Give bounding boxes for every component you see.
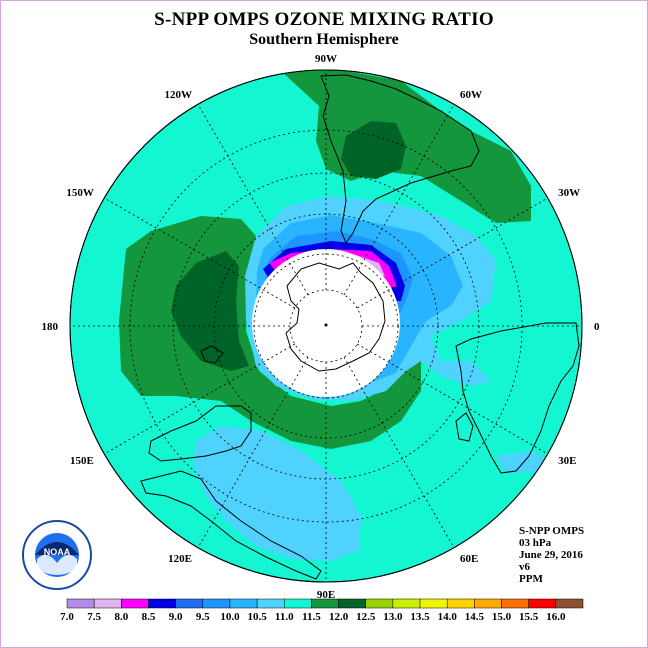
longitude-label: 30E <box>558 455 576 467</box>
info-panel: S-NPP OMPS 03 hPa June 29, 2016 v6 PPM <box>519 525 584 585</box>
colorbar-label: 14.0 <box>438 611 458 623</box>
colorbar-swatch <box>311 598 339 609</box>
colorbar-label: 8.5 <box>142 611 156 623</box>
colorbar-label: 15.5 <box>519 611 539 623</box>
coast-south-america <box>320 74 480 245</box>
colorbar-swatch <box>93 598 122 609</box>
longitude-label: 0 <box>594 321 600 333</box>
colorbar-swatch <box>148 598 176 609</box>
contour-12-0-pacific <box>171 251 249 371</box>
colorbar-swatch <box>528 598 557 609</box>
colorbar-label: 10.0 <box>220 611 240 623</box>
colorbar-swatch <box>256 598 285 609</box>
map-disk-border <box>69 69 583 583</box>
longitude-label: 150E <box>70 455 94 467</box>
longitude-labels: 90W 60W 30W 0 30E 60E 90E 120E 150E 180 150W 120W <box>42 53 601 601</box>
colorbar-label: 13.0 <box>383 611 403 623</box>
meridian-line <box>343 356 455 548</box>
coast-madagascar <box>455 412 474 442</box>
colorbar-swatch <box>365 598 394 609</box>
colorbar-label: 9.0 <box>169 611 183 623</box>
colorbar-label: 11.0 <box>275 611 294 623</box>
longitude-label: 150W <box>66 187 94 199</box>
colorbar-swatch <box>121 598 149 609</box>
coast-africa <box>455 322 580 474</box>
colorbar-label: 10.5 <box>247 611 267 623</box>
noaa-logo: NOAA <box>22 520 92 590</box>
colorbar-label: 9.5 <box>196 611 210 623</box>
map-title: S-NPP OMPS OZONE MIXING RATIO <box>154 9 494 30</box>
colorbar-label: 7.5 <box>87 611 101 623</box>
coastlines <box>140 74 580 580</box>
colorbar-label: 14.5 <box>465 611 485 623</box>
colorbar-swatch <box>474 598 502 609</box>
meridian-lines <box>70 70 582 582</box>
longitude-label: 120E <box>168 553 192 565</box>
meridian-line <box>356 343 548 455</box>
meridian-line <box>356 197 548 309</box>
meridian-line <box>104 197 296 309</box>
noaa-logo-text: NOAA <box>44 547 71 557</box>
colorbar-swatch <box>446 598 475 609</box>
longitude-label: 180 <box>42 321 59 333</box>
longitude-label: 90W <box>315 53 337 65</box>
meridian-line <box>104 343 296 455</box>
contour-12-0-south-america <box>341 121 406 179</box>
colorbar-swatch <box>392 598 421 609</box>
colorbar-swatch <box>202 598 231 609</box>
colorbar-labels: 7.0 7.5 8.0 8.5 9.0 9.5 10.0 10.5 11.0 11.5 12.0 12… <box>60 611 566 623</box>
colorbar-swatches <box>66 598 584 609</box>
longitude-label: 30W <box>558 187 580 199</box>
info-level: 03 hPa <box>519 537 552 549</box>
colorbar-label: 13.5 <box>410 611 430 623</box>
colorbar-label: 11.5 <box>302 611 321 623</box>
pole-marker <box>324 323 328 327</box>
polar-night-area <box>252 249 400 397</box>
coast-antarctica <box>285 262 386 372</box>
colorbar-label: 7.0 <box>60 611 74 623</box>
colorbar-label: 16.0 <box>546 611 566 623</box>
meridian-line <box>197 356 309 548</box>
contour-10-5-indian <box>193 426 361 561</box>
colorbar-swatch <box>175 598 204 609</box>
colorbar-label: 12.5 <box>356 611 376 623</box>
colorbar-swatch <box>555 598 584 609</box>
map-subtitle: Southern Hemisphere <box>249 31 399 48</box>
info-version: v6 <box>519 561 530 573</box>
meridian-line <box>197 104 309 296</box>
coast-indonesia <box>140 470 322 580</box>
colorbar-label: 15.0 <box>492 611 512 623</box>
colorbar-swatch <box>284 598 312 609</box>
colorbar-label: 12.0 <box>329 611 349 623</box>
colorbar-swatch <box>338 598 366 609</box>
ozone-contours <box>70 70 582 582</box>
longitude-label: 60E <box>460 553 478 565</box>
longitude-label: 120W <box>165 89 193 101</box>
info-instrument: S-NPP OMPS <box>519 525 585 537</box>
colorbar-swatch <box>419 598 448 609</box>
colorbar-swatch <box>66 598 95 609</box>
contour-11-5-east <box>496 451 546 473</box>
coast-new-zealand <box>200 345 224 364</box>
colorbar-label: 8.0 <box>114 611 128 623</box>
longitude-label: 60W <box>460 89 482 101</box>
colorbar-swatch <box>501 598 529 609</box>
coast-australia <box>148 405 252 462</box>
info-units: PPM <box>519 573 543 585</box>
colorbar-swatch <box>229 598 258 609</box>
meridian-line <box>343 104 455 296</box>
info-date: June 29, 2016 <box>519 549 583 561</box>
longitude-label: 90E <box>317 589 335 601</box>
